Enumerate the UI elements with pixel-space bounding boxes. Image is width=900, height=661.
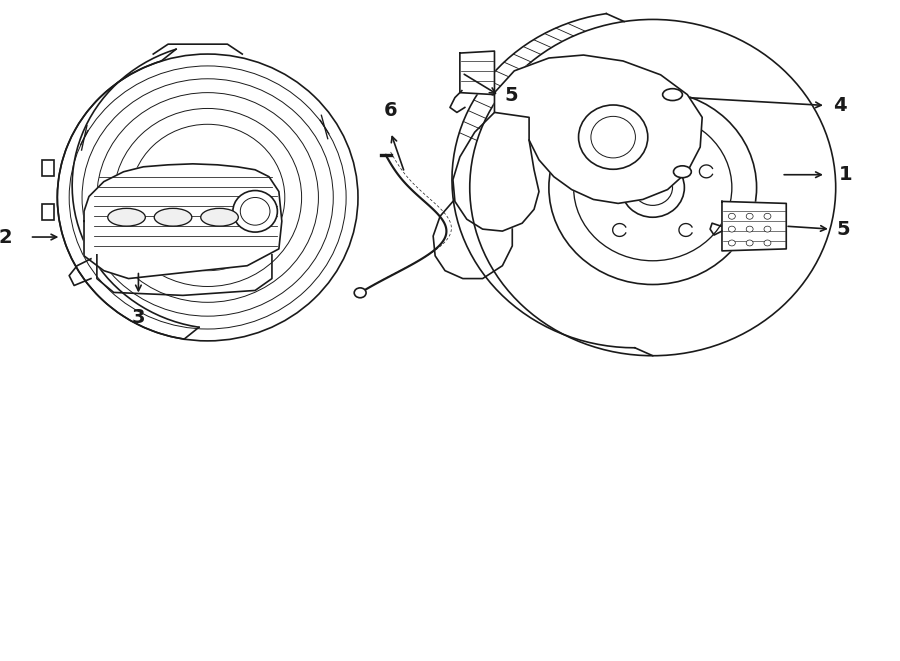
Polygon shape — [722, 202, 787, 251]
Ellipse shape — [108, 208, 145, 226]
Text: 6: 6 — [383, 101, 398, 120]
Ellipse shape — [764, 226, 771, 232]
Ellipse shape — [728, 226, 735, 232]
Polygon shape — [84, 164, 282, 278]
Ellipse shape — [233, 190, 277, 232]
Ellipse shape — [746, 240, 753, 246]
Ellipse shape — [728, 214, 735, 219]
Ellipse shape — [579, 105, 648, 169]
Ellipse shape — [764, 240, 771, 246]
Text: 3: 3 — [131, 308, 145, 327]
Ellipse shape — [154, 208, 192, 226]
Ellipse shape — [662, 89, 682, 100]
Ellipse shape — [673, 166, 691, 178]
Ellipse shape — [764, 214, 771, 219]
Ellipse shape — [201, 208, 239, 226]
Text: 2: 2 — [0, 227, 12, 247]
Text: 5: 5 — [837, 219, 850, 239]
Polygon shape — [42, 160, 54, 176]
Text: 5: 5 — [504, 86, 518, 105]
Polygon shape — [460, 51, 494, 95]
Polygon shape — [42, 204, 54, 220]
Ellipse shape — [728, 240, 735, 246]
Text: 1: 1 — [839, 165, 852, 184]
Ellipse shape — [746, 214, 753, 219]
Ellipse shape — [355, 288, 366, 297]
Ellipse shape — [746, 226, 753, 232]
Polygon shape — [494, 55, 702, 204]
Text: 4: 4 — [832, 96, 846, 115]
